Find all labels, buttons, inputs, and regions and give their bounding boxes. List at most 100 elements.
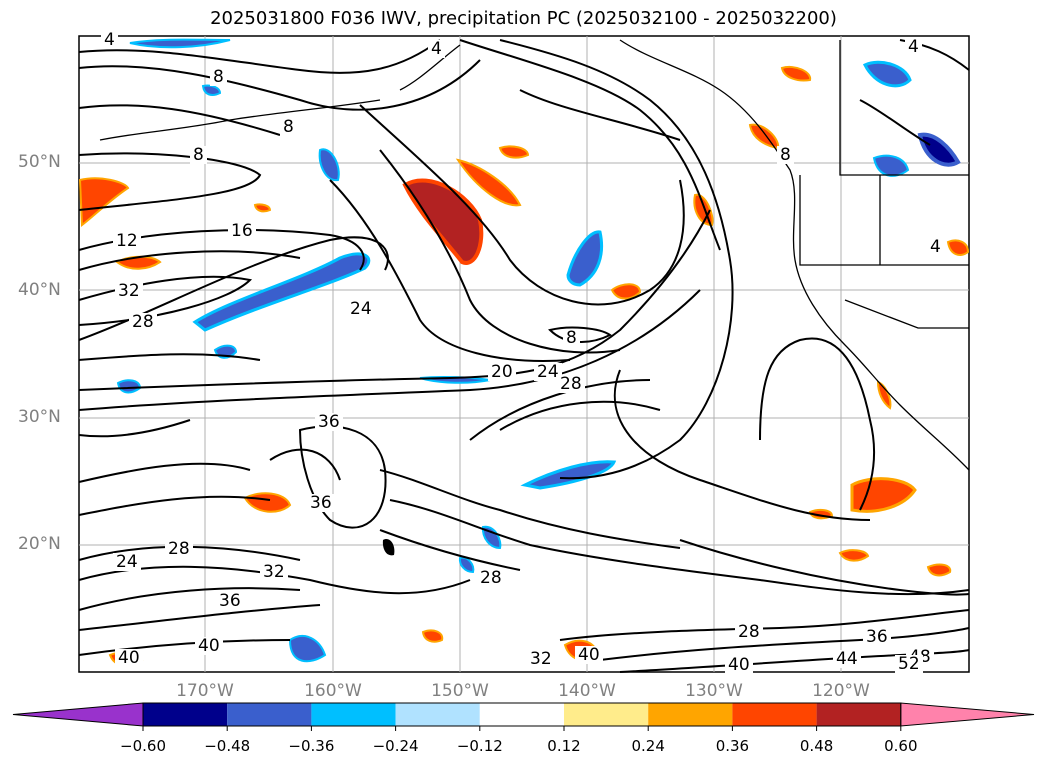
contour-label-bg	[895, 655, 923, 673]
contour-label-bg	[113, 553, 141, 571]
coastline	[99, 39, 970, 471]
contour-label-bg	[228, 222, 256, 240]
colorbar-tick-label: 0.36	[715, 737, 750, 755]
contour-label-bg	[307, 494, 335, 512]
contour-label: 28	[480, 568, 502, 588]
contour-label: 4	[104, 30, 115, 50]
contour-label-bg	[725, 656, 753, 674]
contour-label: 28	[560, 374, 582, 394]
contour-label-bg	[260, 563, 288, 581]
contour-label-bg	[210, 68, 227, 86]
contour-label: 36	[866, 627, 888, 647]
colorbar-tick-label: −0.12	[456, 737, 503, 755]
colorbar-tick-label: −0.24	[372, 737, 419, 755]
contour-label: 24	[537, 362, 559, 382]
lon-label-130w: 130°W	[685, 681, 743, 701]
contour-label: 40	[728, 655, 750, 675]
contour-label-bg	[190, 146, 207, 164]
precip-anomaly-fill	[78, 38, 970, 667]
contour-label-bg	[863, 628, 891, 646]
contour-label: 24	[350, 299, 372, 319]
contour-label: 4	[431, 39, 442, 59]
contour-label-bg	[833, 650, 861, 668]
contour-label: 8	[193, 145, 204, 165]
contour-label-bg	[905, 38, 922, 56]
contour-label-bg	[527, 650, 555, 668]
colorbar-outline	[142, 702, 902, 727]
contour-label: 24	[116, 552, 138, 572]
contour-label: 32	[118, 281, 140, 301]
contour-label-bg	[927, 238, 944, 256]
contour-label-bg	[534, 363, 562, 381]
contour-label-bg	[488, 363, 516, 381]
contour-label: 16	[231, 221, 253, 241]
colorbar-segment	[648, 703, 733, 726]
colorbar-segment	[732, 703, 817, 726]
colorbar-extend-high	[900, 702, 1035, 727]
contour-label-bg	[113, 232, 141, 250]
contour-label-bg	[165, 540, 193, 558]
colorbar-tick-label: −0.36	[288, 737, 335, 755]
contour-label-bg	[428, 40, 445, 58]
contour-label-bg	[115, 282, 143, 300]
contour-label-bg	[563, 329, 580, 347]
colorbar-segment	[395, 703, 480, 726]
contour-label-bg	[315, 413, 343, 431]
contour-label-bg	[115, 649, 143, 667]
contour-label-bg	[777, 146, 794, 164]
contour-label-bg	[347, 300, 375, 318]
contour-label: 8	[283, 117, 294, 137]
colorbar-segment	[143, 703, 228, 726]
colorbar-segment	[311, 703, 396, 726]
contour-label: 40	[198, 636, 220, 656]
contour-label: 28	[132, 312, 154, 332]
hawaii-island	[382, 539, 395, 556]
map-title: 2025031800 F036 IWV, precipitation PC (2…	[210, 8, 837, 29]
contour-label: 8	[566, 328, 577, 348]
colorbar-segment	[816, 703, 901, 726]
contour-label-bg	[216, 592, 244, 610]
contour-label: 28	[738, 622, 760, 642]
lon-label-120w: 120°W	[812, 681, 870, 701]
contour-label: 8	[213, 67, 224, 87]
contour-label: 28	[168, 539, 190, 559]
contour-label: 20	[491, 362, 513, 382]
contour-label: 40	[118, 648, 140, 668]
contour-label-bg	[575, 646, 603, 664]
colorbar-tick-label: −0.48	[204, 737, 251, 755]
lon-label-160w: 160°W	[304, 681, 362, 701]
contour-label: 4	[930, 237, 941, 257]
lon-label-170w: 170°W	[176, 681, 234, 701]
contour-label-bg	[735, 623, 763, 641]
lat-label-20: 20°N	[18, 534, 61, 554]
contour-label: 4	[908, 37, 919, 57]
colorbar-tick-label: −0.60	[120, 737, 166, 755]
colorbar-segment	[564, 703, 649, 726]
contour-label-bg	[557, 375, 585, 393]
contour-label: 52	[898, 654, 920, 674]
lon-label-150w: 150°W	[431, 681, 489, 701]
contour-label: 32	[530, 649, 552, 669]
colorbar	[12, 702, 1035, 731]
colorbar-tick-label: 0.12	[547, 737, 581, 755]
contour-label-bg	[129, 313, 157, 331]
contour-label-bg	[195, 637, 223, 655]
contour-label-bg	[101, 31, 118, 49]
contour-label: 32	[263, 562, 285, 582]
contour-label: 12	[116, 231, 138, 251]
lat-label-30: 30°N	[18, 407, 61, 427]
contour-label: 36	[310, 493, 332, 513]
contour-label: 8	[780, 145, 791, 165]
colorbar-segment	[479, 703, 564, 726]
contour-label-bg	[477, 569, 505, 587]
contour-label: 36	[318, 412, 340, 432]
colorbar-tick-label: 0.48	[799, 737, 834, 755]
lat-label-50: 50°N	[18, 152, 61, 172]
lon-label-140w: 140°W	[558, 681, 616, 701]
colorbar-extend-low	[12, 702, 144, 727]
colorbar-tick-label: 0.60	[884, 737, 918, 755]
contour-label: 40	[578, 645, 600, 665]
contour-label-bg	[280, 118, 297, 136]
